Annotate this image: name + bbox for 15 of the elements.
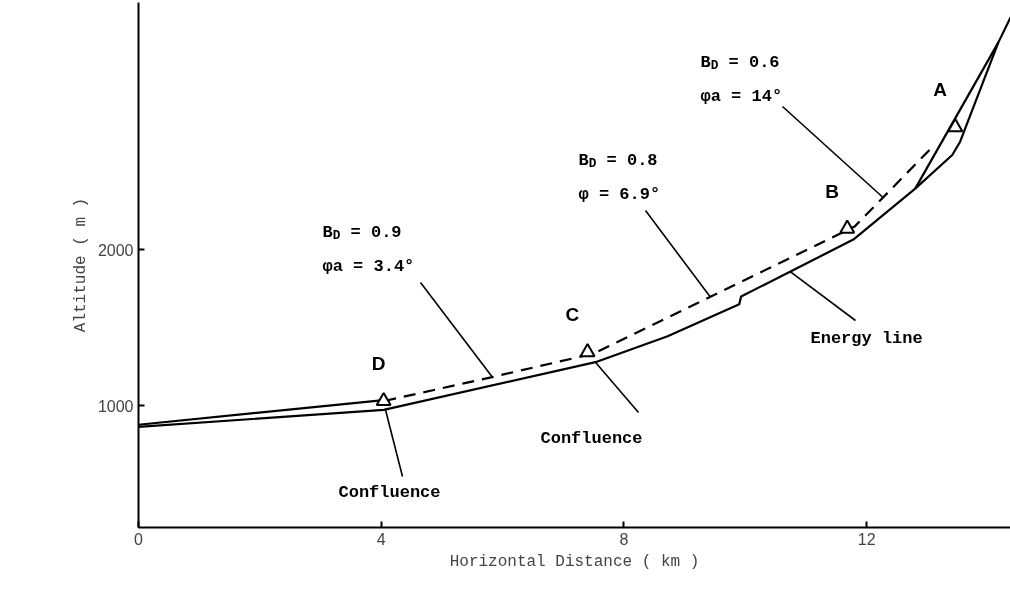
annotation: Energy line — [810, 328, 923, 348]
x-tick-label: 12 — [857, 530, 876, 548]
annotation: B — [825, 180, 839, 202]
x-tick-label: 8 — [619, 530, 629, 548]
x-axis-title: Horizontal Distance ( km ) — [449, 552, 700, 571]
y-tick-label: 1000 — [97, 397, 134, 415]
y-tick-label: 2000 — [97, 241, 134, 259]
annotation: Confluence — [540, 428, 643, 448]
annotation: A — [933, 79, 948, 101]
annotation: Confluence — [338, 482, 441, 502]
annotation: D — [371, 352, 386, 374]
x-tick-label: 0 — [134, 530, 144, 548]
y-axis-title: Altitude ( m ) — [71, 197, 90, 333]
annotation: C — [565, 304, 580, 326]
x-tick-label: 4 — [376, 530, 386, 548]
